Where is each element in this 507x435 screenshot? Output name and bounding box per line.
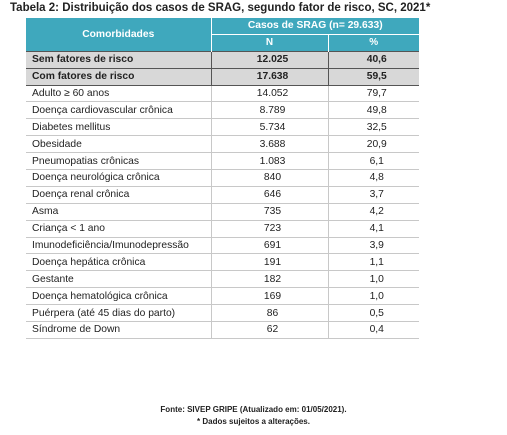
- header-casos: Casos de SRAG (n= 29.633): [210, 18, 419, 35]
- subheader-row: N %: [26, 33, 419, 52]
- table-row: Doença renal crônica 646 3,7: [26, 186, 419, 204]
- row-n: 86: [210, 304, 328, 323]
- row-pct: 40,6: [327, 50, 419, 69]
- footnote: * Dados sujeitos a alterações.: [197, 417, 310, 426]
- table-row: Criança < 1 ano 723 4,1: [26, 220, 419, 238]
- row-label: Diabetes mellitus: [26, 118, 211, 137]
- row-pct: 4,1: [327, 220, 419, 238]
- row-pct: 49,8: [327, 101, 419, 120]
- row-n: 646: [210, 186, 328, 204]
- row-label: Com fatores de risco: [26, 67, 211, 86]
- row-n: 8.789: [210, 101, 328, 120]
- summary-row: Com fatores de risco 17.638 59,5: [26, 67, 419, 86]
- row-pct: 4,8: [327, 169, 419, 187]
- row-n: 723: [210, 220, 328, 238]
- row-label: Criança < 1 ano: [26, 220, 211, 238]
- row-pct: 20,9: [327, 135, 419, 154]
- table-row: Pneumopatias crônicas 1.083 6,1: [26, 152, 419, 171]
- table-row: Gestante 182 1,0: [26, 270, 419, 289]
- summary-row: Sem fatores de risco 12.025 40,6: [26, 50, 419, 69]
- row-n: 735: [210, 203, 328, 221]
- header-comorbidades: Comorbidades: [26, 18, 211, 52]
- row-n: 3.688: [210, 135, 328, 154]
- row-pct: 32,5: [327, 118, 419, 137]
- row-n: 840: [210, 169, 328, 187]
- table-row: Doença neurológica crônica 840 4,8: [26, 169, 419, 187]
- table-row: Obesidade 3.688 20,9: [26, 135, 419, 154]
- table-row: Doença hepática crônica 191 1,1: [26, 253, 419, 272]
- row-pct: 0,5: [327, 304, 419, 323]
- row-label: Gestante: [26, 270, 211, 289]
- header-n: N: [210, 33, 328, 52]
- row-label: Sem fatores de risco: [26, 50, 211, 69]
- header-row: Comorbidades Casos de SRAG (n= 29.633): [26, 18, 419, 52]
- row-n: 182: [210, 270, 328, 289]
- table-row: Doença cardiovascular crônica 8.789 49,8: [26, 101, 419, 120]
- row-label: Puérpera (até 45 dias do parto): [26, 304, 211, 323]
- row-n: 5.734: [210, 118, 328, 137]
- row-label: Doença hepática crônica: [26, 253, 211, 272]
- row-label: Imunodeficiência/Imunodepressão: [26, 237, 211, 255]
- row-label: Asma: [26, 203, 211, 221]
- table-body: Sem fatores de risco 12.025 40,6 Com fatore…: [26, 50, 419, 339]
- table-row: Síndrome de Down 62 0,4: [26, 321, 419, 339]
- row-n: 17.638: [210, 67, 328, 86]
- row-label: Doença neurológica crônica: [26, 169, 211, 187]
- row-pct: 6,1: [327, 152, 419, 171]
- row-n: 1.083: [210, 152, 328, 171]
- row-pct: 1,1: [327, 253, 419, 272]
- table-row: Doença hematológica crônica 169 1,0: [26, 287, 419, 306]
- row-label: Pneumopatias crônicas: [26, 152, 211, 171]
- row-pct: 59,5: [327, 67, 419, 86]
- row-pct: 3,9: [327, 237, 419, 255]
- row-n: 12.025: [210, 50, 328, 69]
- table-row: Imunodeficiência/Imunodepressão 691 3,9: [26, 237, 419, 255]
- table-row: Diabetes mellitus 5.734 32,5: [26, 118, 419, 137]
- row-label: Adulto ≥ 60 anos: [26, 85, 211, 103]
- table-title: Tabela 2: Distribuição dos casos de SRAG…: [10, 2, 431, 14]
- row-pct: 79,7: [327, 85, 419, 103]
- row-label: Síndrome de Down: [26, 321, 211, 339]
- row-pct: 0,4: [327, 321, 419, 339]
- row-label: Obesidade: [26, 135, 211, 154]
- row-n: 62: [210, 321, 328, 339]
- row-label: Doença cardiovascular crônica: [26, 101, 211, 120]
- row-label: Doença renal crônica: [26, 186, 211, 204]
- row-pct: 1,0: [327, 270, 419, 289]
- header-pct: %: [327, 33, 419, 52]
- row-n: 691: [210, 237, 328, 255]
- table-row: Asma 735 4,2: [26, 203, 419, 221]
- source-note: Fonte: SIVEP GRIPE (Atualizado em: 01/05…: [160, 405, 347, 414]
- srag-table: Comorbidades Casos de SRAG (n= 29.633) N…: [26, 18, 419, 339]
- row-pct: 4,2: [327, 203, 419, 221]
- row-pct: 3,7: [327, 186, 419, 204]
- row-label: Doença hematológica crônica: [26, 287, 211, 306]
- table-row: Puérpera (até 45 dias do parto) 86 0,5: [26, 304, 419, 323]
- row-n: 191: [210, 253, 328, 272]
- row-n: 169: [210, 287, 328, 306]
- table-row: Adulto ≥ 60 anos 14.052 79,7: [26, 85, 419, 103]
- row-pct: 1,0: [327, 287, 419, 306]
- row-n: 14.052: [210, 85, 328, 103]
